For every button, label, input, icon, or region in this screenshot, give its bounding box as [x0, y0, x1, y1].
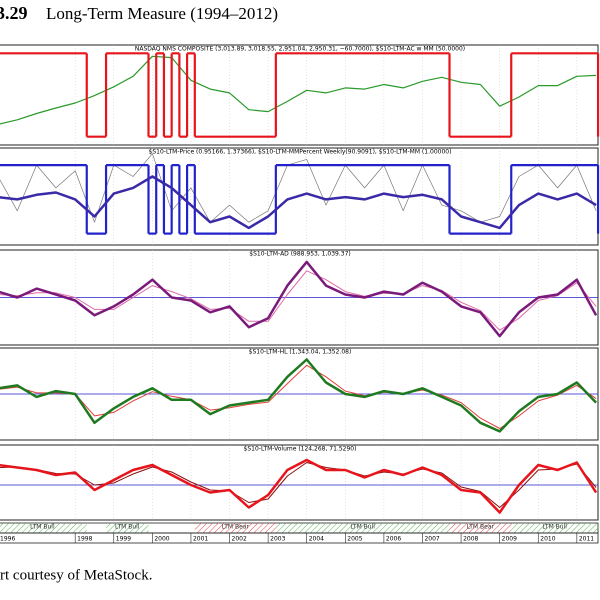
regime-band [194, 523, 276, 533]
x-tick-label: 2005 [347, 536, 362, 543]
panel-frame [0, 444, 599, 521]
x-tick-label: 2001 [193, 536, 208, 543]
x-tick-label: 1998 [77, 536, 92, 543]
regime-label: LTM Bull [30, 524, 55, 531]
series-line [0, 458, 598, 514]
series-line [0, 364, 597, 429]
regime-label: LTM Bear [222, 524, 250, 531]
regime-label: LTM Bull [115, 524, 140, 531]
regime-band [275, 523, 450, 533]
regime-band [0, 523, 87, 533]
panel-title: $S10-LTM-Price (0.95166, 1.37366), $S10-… [149, 149, 452, 156]
regime-label: LTM Bear [467, 524, 495, 531]
x-tick-label: 2004 [309, 536, 324, 543]
x-tick-label: 1999 [116, 536, 131, 543]
series-line [0, 175, 597, 230]
x-tick-label: 2000 [154, 536, 169, 543]
x-tick-label: 2011 [579, 536, 594, 543]
x-tick-label: 2002 [232, 536, 247, 543]
regime-band [511, 523, 599, 533]
figure-title: Long-Term Measure (1994–2012) [46, 4, 278, 23]
panel-title: NASDAQ NMS COMPOSITE (3,013.89, 3,018.55… [135, 46, 465, 53]
series-line [0, 270, 597, 331]
x-tick-label: 2010 [540, 536, 555, 543]
regime-band [449, 523, 512, 533]
series-line [0, 462, 597, 508]
x-tick-label: 2008 [463, 536, 478, 543]
panel-title: $S10-LTM-Volume (124,268, 71.5290) [244, 446, 357, 453]
regime-band [106, 523, 149, 533]
x-tick-label: 2003 [270, 536, 285, 543]
series-line [0, 260, 598, 338]
caption: rt courtesy of MetaStock. [0, 567, 152, 583]
series-line [0, 55, 597, 125]
regime-label: LTM Bull [542, 524, 567, 531]
x-tick-label: 2007 [424, 536, 439, 543]
x-tick-label: 1996 [0, 536, 15, 543]
panel-title: $S10-LTM-AD (988.953, 1,039.37) [249, 251, 350, 258]
panel-title: $S10-LTM-HL (1,343.04, 1,352.08) [249, 349, 352, 356]
regime-label: LTM Bull [350, 524, 375, 531]
figure-number: 3.29 [0, 3, 28, 23]
x-tick-label: 2006 [386, 536, 401, 543]
axis-frame [0, 532, 599, 544]
series-line [0, 358, 598, 433]
x-tick-label: 2009 [502, 536, 517, 543]
